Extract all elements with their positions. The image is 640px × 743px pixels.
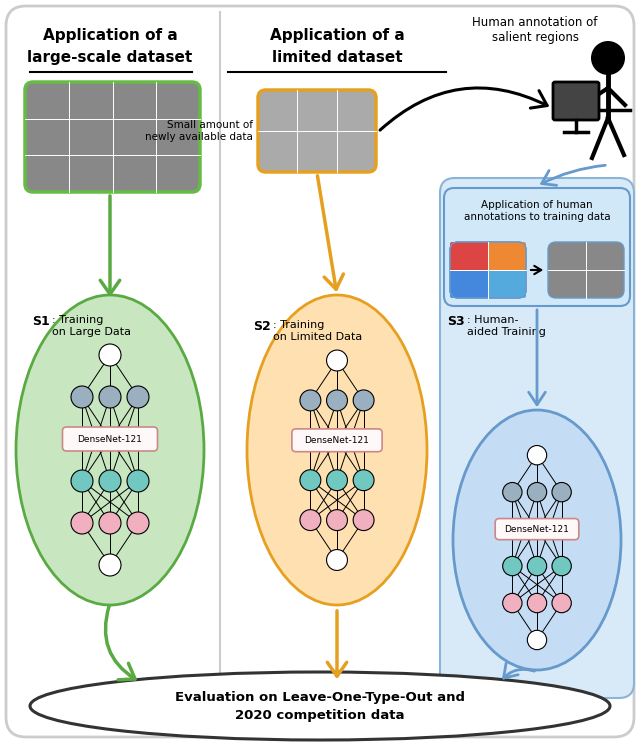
FancyBboxPatch shape	[450, 242, 488, 270]
FancyBboxPatch shape	[440, 178, 634, 698]
FancyBboxPatch shape	[292, 429, 382, 452]
Circle shape	[502, 594, 522, 613]
Circle shape	[71, 512, 93, 534]
Circle shape	[71, 386, 93, 408]
Circle shape	[591, 41, 625, 75]
Text: S1: S1	[32, 315, 50, 328]
Circle shape	[552, 557, 572, 576]
Circle shape	[353, 390, 374, 411]
Ellipse shape	[453, 410, 621, 670]
FancyBboxPatch shape	[25, 82, 200, 192]
FancyBboxPatch shape	[63, 427, 157, 451]
Circle shape	[527, 482, 547, 502]
Circle shape	[127, 386, 149, 408]
Circle shape	[527, 446, 547, 465]
FancyBboxPatch shape	[495, 519, 579, 539]
Circle shape	[300, 470, 321, 490]
Circle shape	[326, 550, 348, 571]
Circle shape	[502, 557, 522, 576]
Circle shape	[527, 630, 547, 649]
Text: DenseNet-121: DenseNet-121	[504, 525, 570, 533]
Circle shape	[326, 390, 348, 411]
FancyBboxPatch shape	[450, 242, 526, 298]
Circle shape	[527, 594, 547, 613]
Circle shape	[127, 470, 149, 492]
Text: Small amount of
newly available data: Small amount of newly available data	[145, 120, 253, 142]
Text: Application of human
annotations to training data: Application of human annotations to trai…	[464, 200, 611, 221]
Circle shape	[99, 386, 121, 408]
Text: : Human-
aided Training: : Human- aided Training	[467, 315, 546, 337]
Text: DenseNet-121: DenseNet-121	[77, 435, 143, 444]
Circle shape	[127, 512, 149, 534]
Circle shape	[71, 470, 93, 492]
FancyBboxPatch shape	[6, 6, 634, 737]
Circle shape	[326, 350, 348, 371]
Circle shape	[353, 510, 374, 531]
FancyBboxPatch shape	[488, 242, 526, 270]
FancyBboxPatch shape	[258, 90, 376, 172]
Text: S3: S3	[447, 315, 465, 328]
FancyBboxPatch shape	[553, 82, 599, 120]
Ellipse shape	[247, 295, 427, 605]
Text: S2: S2	[253, 320, 271, 333]
Circle shape	[502, 482, 522, 502]
FancyBboxPatch shape	[450, 270, 488, 298]
Circle shape	[527, 557, 547, 576]
Circle shape	[552, 482, 572, 502]
FancyBboxPatch shape	[488, 270, 526, 298]
Text: large-scale dataset: large-scale dataset	[28, 50, 193, 65]
FancyBboxPatch shape	[548, 242, 624, 298]
Circle shape	[99, 554, 121, 576]
Circle shape	[326, 470, 348, 490]
Circle shape	[99, 470, 121, 492]
Text: : Training
on Limited Data: : Training on Limited Data	[273, 320, 362, 342]
Circle shape	[99, 344, 121, 366]
Text: Application of a: Application of a	[43, 28, 177, 43]
Text: DenseNet-121: DenseNet-121	[305, 436, 369, 445]
Text: limited dataset: limited dataset	[272, 50, 403, 65]
Text: Evaluation on Leave-One-Type-Out and: Evaluation on Leave-One-Type-Out and	[175, 692, 465, 704]
Circle shape	[326, 510, 348, 531]
Circle shape	[300, 390, 321, 411]
Text: : Training
on Large Data: : Training on Large Data	[52, 315, 131, 337]
Circle shape	[99, 512, 121, 534]
Circle shape	[300, 510, 321, 531]
Text: Application of a: Application of a	[269, 28, 404, 43]
FancyBboxPatch shape	[444, 188, 630, 306]
Circle shape	[353, 470, 374, 490]
Text: Human annotation of
salient regions: Human annotation of salient regions	[472, 16, 598, 44]
Circle shape	[552, 594, 572, 613]
Text: 2020 competition data: 2020 competition data	[236, 710, 404, 722]
Ellipse shape	[16, 295, 204, 605]
Ellipse shape	[30, 672, 610, 740]
